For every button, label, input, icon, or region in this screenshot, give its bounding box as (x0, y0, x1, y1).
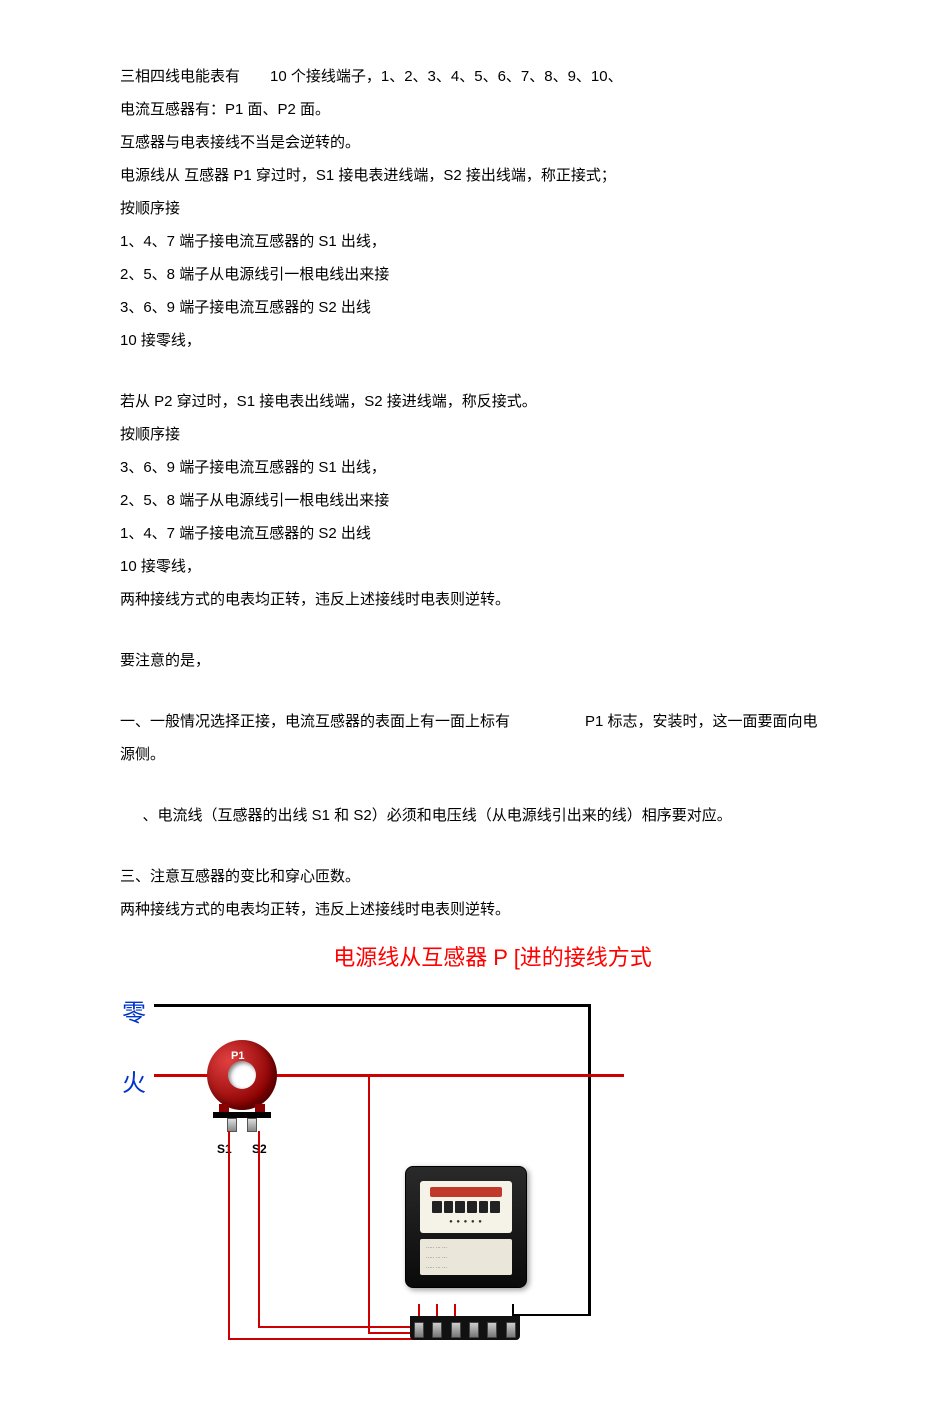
paragraph: 按顺序接 (120, 192, 825, 225)
meter-face-text: ● ● ● ● ● (420, 1216, 512, 1229)
paragraph: 要注意的是， (120, 644, 825, 677)
paragraph: 一、一般情况选择正接，电流互感器的表面上有一面上标有 P1 标志，安装时，这一面… (120, 705, 825, 771)
neutral-label: 零 (122, 988, 146, 1041)
meter-register (432, 1201, 500, 1213)
paragraph: 10 接零线， (120, 550, 825, 583)
paragraph: 电源线从 互感器 P1 穿过时，S1 接电表进线端，S2 接出线端，称正接式； (120, 159, 825, 192)
paragraph: 1、4、7 端子接电流互感器的 S1 出线， (120, 225, 825, 258)
wiring-diagram: 零 火 P1 S1 S2 (120, 986, 640, 1356)
meter-terminal (451, 1322, 461, 1338)
s1-wire-v (228, 1131, 230, 1338)
paragraph: 电流互感器有：P1 面、P2 面。 (120, 93, 825, 126)
paragraph: 2、5、8 端子从电源线引一根电线出来接 (120, 258, 825, 291)
neutral-line (154, 1004, 590, 1007)
paragraph: 3、6、9 端子接电流互感器的 S1 出线， (120, 451, 825, 484)
paragraph: 3、6、9 端子接电流互感器的 S2 出线 (120, 291, 825, 324)
current-transformer: P1 (207, 1040, 277, 1110)
paragraph: 三、注意互感器的变比和穿心匝数。 (120, 860, 825, 893)
s2-wire-v (258, 1131, 260, 1326)
paragraph: 两种接线方式的电表均正转，违反上述接线时电表则逆转。 (120, 583, 825, 616)
ct-base (213, 1112, 271, 1130)
live-label: 火 (122, 1058, 146, 1111)
paragraph: 按顺序接 (120, 418, 825, 451)
neutral-drop (588, 1004, 591, 1316)
meter-terminal (506, 1322, 516, 1338)
ct-p1-label: P1 (231, 1044, 244, 1068)
ct-terminal-s2 (247, 1118, 257, 1132)
paragraph: 互感器与电表接线不当是会逆转的。 (120, 126, 825, 159)
bus-s1 (228, 1338, 420, 1340)
paragraph: 、电流线（互感器的出线 S1 和 S2）必须和电压线（从电源线引出来的线）相序要… (120, 799, 825, 832)
meter-terminal-block (410, 1316, 520, 1340)
diagram-title: 电源线从互感器 P [进的接线方式 (160, 934, 825, 982)
paragraph: 2、5、8 端子从电源线引一根电线出来接 (120, 484, 825, 517)
meter-display: ● ● ● ● ● (420, 1181, 512, 1233)
meter-body: ● ● ● ● ● ····· ··· ··· ····· ··· ··· ··… (405, 1166, 527, 1288)
meter-nameplate: ····· ··· ··· ····· ··· ··· ····· ··· ··… (420, 1239, 512, 1275)
ct-terminal-s1 (227, 1118, 237, 1132)
meter-brand-bar (430, 1187, 502, 1197)
energy-meter: ● ● ● ● ● ····· ··· ··· ····· ··· ··· ··… (405, 1166, 525, 1316)
paragraph: 1、4、7 端子接电流互感器的 S2 出线 (120, 517, 825, 550)
meter-terminal (469, 1322, 479, 1338)
voltage-tap-v (368, 1074, 370, 1332)
paragraph: 10 接零线， (120, 324, 825, 357)
paragraph: 若从 P2 穿过时，S1 接电表出线端，S2 接进线端，称反接式。 (120, 385, 825, 418)
paragraph: 两种接线方式的电表均正转，违反上述接线时电表则逆转。 (120, 893, 825, 926)
meter-terminal (432, 1322, 442, 1338)
meter-terminal (414, 1322, 424, 1338)
meter-terminal (487, 1322, 497, 1338)
paragraph: 三相四线电能表有 10 个接线端子，1、2、3、4、5、6、7、8、9、10、 (120, 60, 825, 93)
